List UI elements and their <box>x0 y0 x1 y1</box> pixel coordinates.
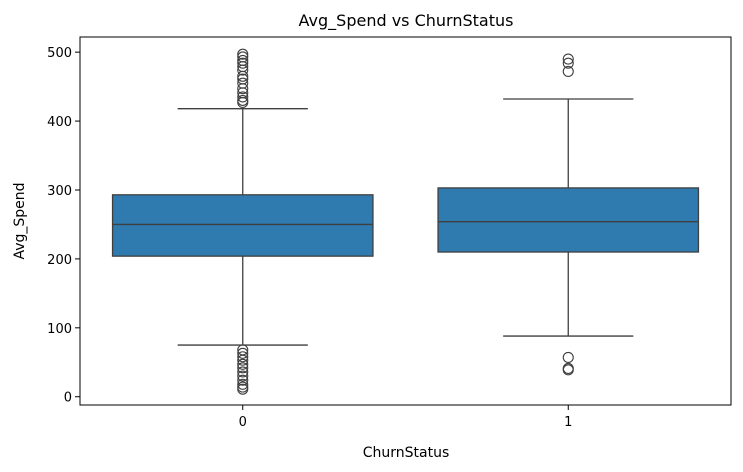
y-axis-label: Avg_Spend <box>12 182 28 259</box>
outlier-point <box>237 354 249 366</box>
outlier-point <box>237 70 249 82</box>
y-tick-label: 400 <box>47 115 72 130</box>
y-tick-label: 500 <box>47 46 72 61</box>
iqr-box <box>111 194 374 257</box>
box-group-0 <box>111 48 374 395</box>
outlier-point <box>237 64 249 76</box>
y-axis: 0 100 200 300 400 500 <box>47 46 80 406</box>
x-tick-label: 1 <box>564 415 572 430</box>
plot-area <box>79 36 732 406</box>
iqr-box <box>437 187 700 253</box>
outlier-point <box>237 358 249 370</box>
y-tick-label: 300 <box>47 184 72 199</box>
y-tick-label: 200 <box>47 253 72 268</box>
outlier-point <box>237 362 249 374</box>
outlier-point <box>237 57 249 69</box>
outlier-point <box>237 374 249 386</box>
outlier-point <box>237 48 249 60</box>
outlier-point <box>562 351 574 363</box>
x-axis-label: ChurnStatus <box>363 445 450 461</box>
y-tick-label: 0 <box>64 391 72 406</box>
outlier-point <box>237 383 249 395</box>
outlier-point <box>237 370 249 382</box>
chart-title: Avg_Spend vs ChurnStatus <box>299 11 514 31</box>
y-tick-label: 100 <box>47 322 72 337</box>
outlier-point <box>237 347 249 359</box>
outlier-point <box>562 65 574 78</box>
outlier-point <box>562 364 574 376</box>
plot-marks <box>111 48 700 395</box>
outlier-point <box>237 366 249 378</box>
outlier-point <box>562 57 574 69</box>
outlier-point <box>237 91 249 103</box>
box-group-1 <box>437 53 700 376</box>
outlier-point <box>237 378 249 390</box>
outlier-point <box>562 53 574 65</box>
outlier-point <box>237 96 249 109</box>
outlier-point <box>237 351 249 363</box>
x-tick-label: 0 <box>239 415 247 430</box>
outlier-point <box>237 83 249 95</box>
